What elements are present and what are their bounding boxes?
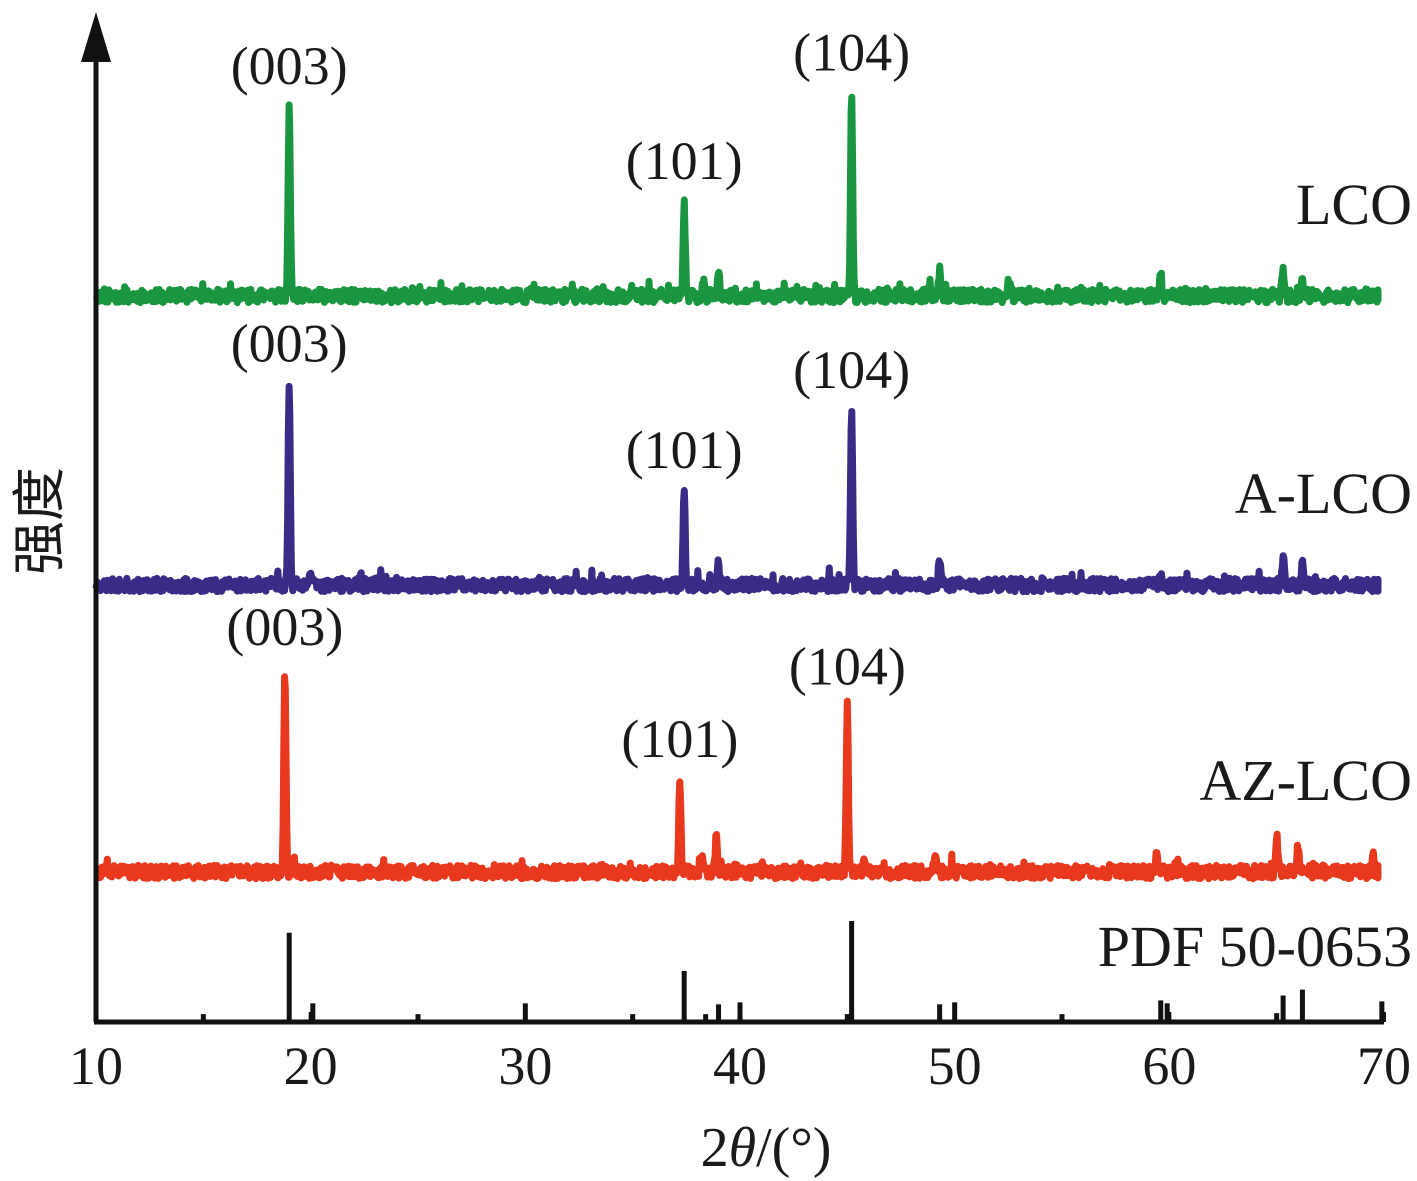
peak-label-a-lco-104: (104) bbox=[793, 340, 910, 400]
x-tick-label-30: 30 bbox=[498, 1036, 552, 1096]
x-axis-title: 2θ/(°) bbox=[701, 1117, 832, 1179]
trace-a-lco bbox=[92, 382, 1382, 596]
peak-label-lco-104: (104) bbox=[793, 23, 910, 83]
y-axis-title: 强度 bbox=[8, 467, 71, 575]
x-tick-label-20: 20 bbox=[284, 1036, 338, 1096]
peak-label-a-lco-101: (101) bbox=[626, 420, 743, 480]
y-axis-arrow bbox=[81, 12, 111, 62]
peak-label-az-lco-104: (104) bbox=[789, 637, 906, 697]
peak-label-lco-003: (003) bbox=[231, 36, 348, 96]
series-label-az-lco: AZ-LCO bbox=[1199, 748, 1412, 813]
peak-label-lco-101: (101) bbox=[626, 131, 743, 191]
trace-az-lco bbox=[93, 673, 1382, 883]
peak-label-a-lco-003: (003) bbox=[231, 314, 348, 374]
x-tick-label-10: 10 bbox=[69, 1036, 123, 1096]
x-tick-label-60: 60 bbox=[1142, 1036, 1196, 1096]
x-tick-label-70: 70 bbox=[1357, 1036, 1411, 1096]
series-label-a-lco: A-LCO bbox=[1235, 461, 1412, 526]
series-label-lco: LCO bbox=[1296, 172, 1412, 237]
peak-label-az-lco-101: (101) bbox=[621, 709, 738, 769]
trace-lco bbox=[92, 93, 1382, 307]
series-label-pdf-50-0653: PDF 50-0653 bbox=[1098, 914, 1412, 979]
peak-label-az-lco-003: (003) bbox=[226, 597, 343, 657]
text-layer: LCO (003) (101) (104) A-LCO (003) (101) (104) AZ… bbox=[8, 23, 1412, 1179]
axes-layer bbox=[81, 12, 1386, 1025]
x-tick-label-40: 40 bbox=[713, 1036, 767, 1096]
series-layer bbox=[92, 93, 1385, 1020]
x-tick-label-50: 50 bbox=[928, 1036, 982, 1096]
